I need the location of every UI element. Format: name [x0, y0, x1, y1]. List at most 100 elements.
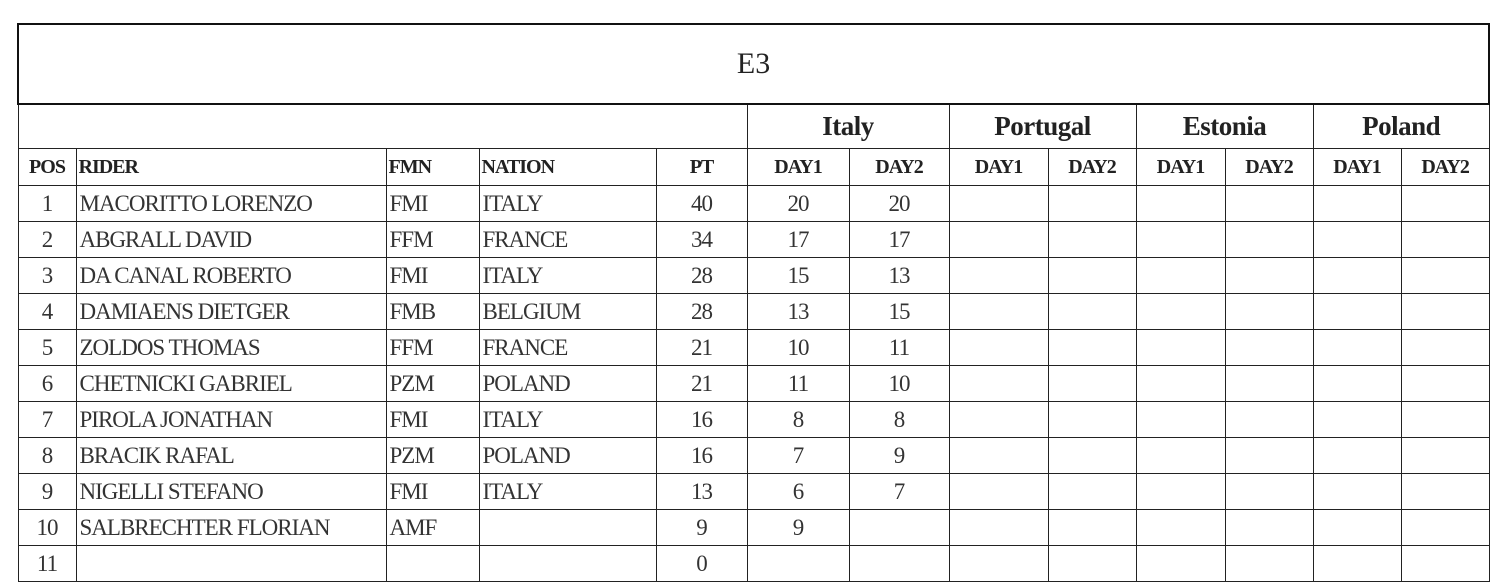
points-cell: 40 [655, 185, 748, 222]
rider-cell: DAMIAENS DIETGER [75, 293, 387, 330]
table-row: 8 BRACIK RAFAL PZM POLAND 16 7 9 [17, 437, 1490, 474]
table-row: 3 DA CANAL ROBERTO FMI ITALY 28 15 13 [17, 257, 1490, 294]
empty-day-cell [948, 365, 1049, 402]
fmn-cell: FFM [385, 221, 480, 258]
empty-day-cell [1312, 365, 1402, 402]
italy-day1-cell: 15 [746, 257, 850, 294]
italy-day2-cell: 8 [848, 401, 950, 438]
empty-day-cell [1224, 437, 1314, 474]
fmn-cell: FMI [385, 185, 480, 222]
header-italy-day1: DAY1 [746, 148, 850, 186]
empty-day-cell [1047, 401, 1137, 438]
pos-cell: 11 [17, 545, 77, 582]
italy-day1-cell [746, 545, 850, 582]
rider-cell [75, 545, 387, 582]
pos-cell: 6 [17, 365, 77, 402]
empty-day-cell [1312, 473, 1402, 510]
empty-day-cell [1047, 437, 1137, 474]
italy-day1-cell: 6 [746, 473, 850, 510]
fmn-cell: FMI [385, 257, 480, 294]
empty-day-cell [1400, 401, 1490, 438]
table-row: 1 MACORITTO LORENZO FMI ITALY 40 20 20 [17, 185, 1490, 222]
empty-day-cell [1047, 365, 1137, 402]
italy-day2-cell [848, 509, 950, 546]
empty-day-cell [1135, 257, 1226, 294]
nation-cell: ITALY [478, 401, 657, 438]
empty-day-cell [1135, 509, 1226, 546]
empty-day-cell [1400, 329, 1490, 366]
fmn-cell: PZM [385, 437, 480, 474]
nation-cell: ITALY [478, 257, 657, 294]
empty-day-cell [1047, 257, 1137, 294]
points-cell: 28 [655, 257, 748, 294]
table-row: 5 ZOLDOS THOMAS FFM FRANCE 21 10 11 [17, 329, 1490, 366]
empty-day-cell [1047, 185, 1137, 222]
empty-day-cell [948, 329, 1049, 366]
points-cell: 21 [655, 365, 748, 402]
pos-cell: 9 [17, 473, 77, 510]
italy-day1-cell: 7 [746, 437, 850, 474]
empty-day-cell [1312, 545, 1402, 582]
pos-cell: 7 [17, 401, 77, 438]
fmn-cell: PZM [385, 365, 480, 402]
pos-cell: 2 [17, 221, 77, 258]
italy-day1-cell: 13 [746, 293, 850, 330]
pos-cell: 1 [17, 185, 77, 222]
italy-day1-cell: 11 [746, 365, 850, 402]
points-cell: 0 [655, 545, 748, 582]
nation-cell: BELGIUM [478, 293, 657, 330]
empty-day-cell [1400, 257, 1490, 294]
standings-table: E3 Italy Portugal Estonia Poland POS RID… [17, 23, 1490, 582]
italy-day1-cell: 17 [746, 221, 850, 258]
nation-cell [478, 509, 657, 546]
empty-day-cell [1224, 185, 1314, 222]
points-cell: 9 [655, 509, 748, 546]
empty-day-cell [1312, 509, 1402, 546]
empty-day-cell [1400, 293, 1490, 330]
points-cell: 16 [655, 437, 748, 474]
points-cell: 28 [655, 293, 748, 330]
empty-day-cell [1224, 293, 1314, 330]
empty-day-cell [1224, 257, 1314, 294]
empty-day-cell [1047, 293, 1137, 330]
italy-day2-cell [848, 545, 950, 582]
empty-day-cell [948, 437, 1049, 474]
header-nation: NATION [478, 148, 657, 186]
empty-day-cell [1135, 401, 1226, 438]
pos-cell: 8 [17, 437, 77, 474]
empty-day-cell [1400, 473, 1490, 510]
italy-day1-cell: 10 [746, 329, 850, 366]
fmn-cell: AMF [385, 509, 480, 546]
italy-day2-cell: 15 [848, 293, 950, 330]
blank-header-cell [17, 103, 748, 149]
italy-day2-cell: 10 [848, 365, 950, 402]
table-row: 10 SALBRECHTER FLORIAN AMF 9 9 [17, 509, 1490, 546]
empty-day-cell [1047, 221, 1137, 258]
empty-day-cell [1224, 545, 1314, 582]
table-row: 11 0 [17, 545, 1490, 582]
table-title: E3 [17, 23, 1490, 105]
rider-cell: ZOLDOS THOMAS [75, 329, 387, 366]
country-portugal: Portugal [948, 103, 1137, 149]
empty-day-cell [1135, 221, 1226, 258]
empty-day-cell [1224, 329, 1314, 366]
header-italy-day2: DAY2 [848, 148, 950, 186]
fmn-cell [385, 545, 480, 582]
italy-day1-cell: 8 [746, 401, 850, 438]
empty-day-cell [948, 545, 1049, 582]
nation-cell: ITALY [478, 185, 657, 222]
rider-cell: MACORITTO LORENZO [75, 185, 387, 222]
points-cell: 16 [655, 401, 748, 438]
empty-day-cell [1400, 185, 1490, 222]
header-poland-day1: DAY1 [1312, 148, 1402, 186]
empty-day-cell [948, 221, 1049, 258]
pos-cell: 5 [17, 329, 77, 366]
header-fmn: FMN [385, 148, 480, 186]
empty-day-cell [1312, 437, 1402, 474]
italy-day2-cell: 13 [848, 257, 950, 294]
italy-day2-cell: 9 [848, 437, 950, 474]
fmn-cell: FMI [385, 401, 480, 438]
italy-day2-cell: 20 [848, 185, 950, 222]
rider-cell: CHETNICKI GABRIEL [75, 365, 387, 402]
fmn-cell: FFM [385, 329, 480, 366]
